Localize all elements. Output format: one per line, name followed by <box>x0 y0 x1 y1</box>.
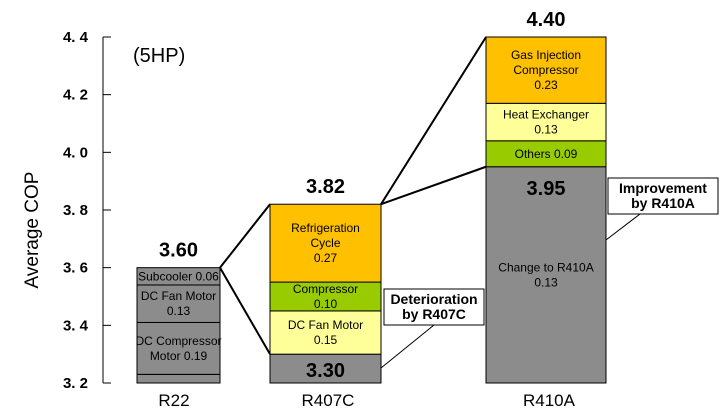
segment-label: Motor 0.19 <box>150 349 208 363</box>
callout-pointer <box>605 213 641 241</box>
segment-label: Compressor <box>293 282 358 296</box>
bar-segment <box>485 102 607 142</box>
bar-segment <box>269 203 382 283</box>
category-label: R410A <box>523 391 576 410</box>
bar-segment <box>269 353 382 384</box>
segment-label: Change to R410A <box>498 260 593 274</box>
segment-label: 0.23 <box>534 78 558 92</box>
y-tick-label: 3. 2 <box>63 375 88 392</box>
callout-box <box>383 288 485 326</box>
callout-box <box>607 177 719 215</box>
segment-label: Compressor <box>513 63 578 77</box>
segment-label: 0.10 <box>314 297 338 311</box>
bar-total-label: 3.82 <box>306 176 345 198</box>
category-label: R22 <box>158 391 189 410</box>
connector-line <box>380 165 487 206</box>
segment-label: 0.13 <box>167 304 191 318</box>
bar-segment <box>269 310 382 355</box>
segment-label: DC Compressor <box>135 334 221 348</box>
y-tick-label: 3. 6 <box>63 260 88 277</box>
segment-label: DC Fan Motor <box>288 318 363 332</box>
category-label: R407C <box>302 391 355 410</box>
segment-label: Others 0.09 <box>515 147 578 161</box>
bar-segment <box>269 281 382 312</box>
segment-label: 0.15 <box>314 333 338 347</box>
y-axis-ticks: 3. 2 3. 4 3. 6 3. 8 4. 0 4. 2 4. 4 <box>63 29 89 392</box>
connector-line <box>219 203 271 269</box>
capacity-annotation: (5HP) <box>133 45 185 67</box>
callout-text: Deterioration <box>390 291 477 307</box>
y-axis-label: Average COP <box>22 172 43 289</box>
connector-line <box>380 36 487 205</box>
callout-text: by R407C <box>402 306 466 322</box>
segment-label: Gas Injection <box>511 48 581 62</box>
bar-segment <box>485 36 607 104</box>
bar-segment <box>136 373 221 384</box>
bar-total-label: 4.40 <box>527 9 566 31</box>
connector-lines <box>219 36 487 355</box>
segment-label: Refrigeration <box>291 221 360 235</box>
y-tick-label: 3. 4 <box>63 317 89 334</box>
bar-segment <box>136 321 221 375</box>
y-axis <box>102 36 111 384</box>
segment-label: 0.13 <box>534 123 558 137</box>
callout-text: by R410A <box>631 195 695 211</box>
bar-total-label: 3.60 <box>159 240 198 262</box>
callout-text: Improvement <box>619 180 707 196</box>
segment-label: Heat Exchanger <box>503 108 589 122</box>
base-value-label: 3.30 <box>306 360 345 382</box>
y-tick-label: 4. 0 <box>63 144 88 161</box>
bar-segment <box>485 140 607 168</box>
segment-label: Subcooler 0.06 <box>138 269 219 283</box>
segment-label: DC Fan Motor <box>141 289 216 303</box>
segment-label: 0.27 <box>314 251 338 265</box>
connector-line <box>219 267 271 355</box>
x-axis-categories: R22 R407C R410A <box>158 391 575 410</box>
bar-segment <box>136 267 221 286</box>
segment-label: Cycle <box>310 236 340 250</box>
y-tick-label: 4. 4 <box>63 29 89 46</box>
y-tick-label: 4. 2 <box>63 87 88 104</box>
base-value-label: 3.95 <box>527 178 566 200</box>
segment-label: 0.13 <box>534 275 558 289</box>
y-tick-label: 3. 8 <box>63 202 88 219</box>
callout-pointer <box>380 324 435 369</box>
